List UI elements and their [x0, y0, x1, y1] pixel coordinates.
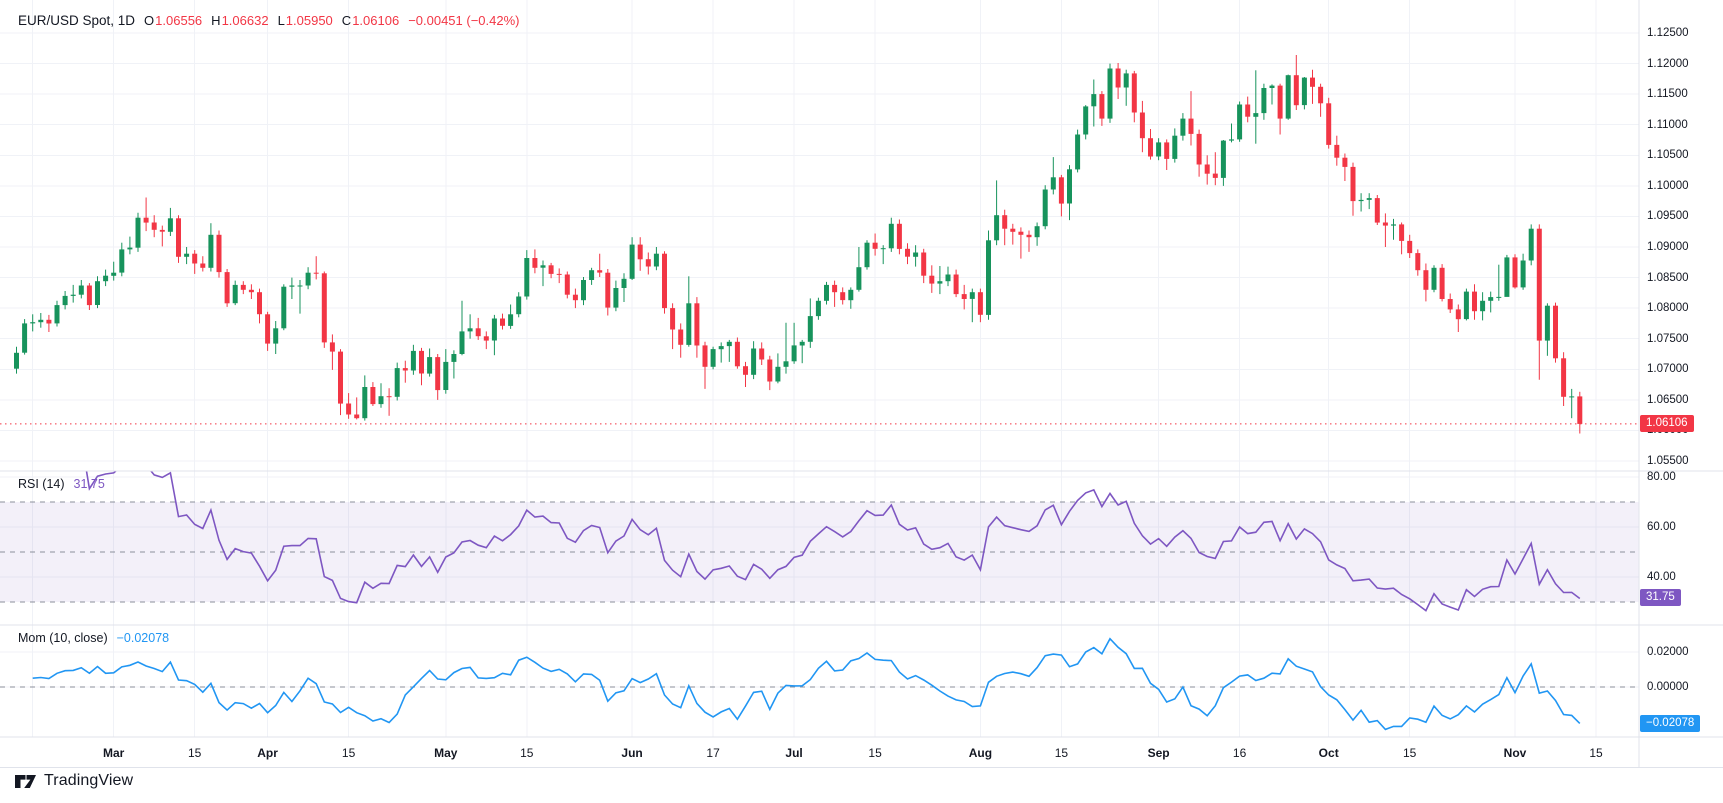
- time-axis-label: Aug: [968, 746, 993, 760]
- grid-lines: [0, 0, 1639, 737]
- main-legend: EUR/USD Spot, 1D O1.06556 H1.06632 L1.05…: [18, 13, 520, 28]
- rsi-value-badge: 31.75: [1640, 589, 1681, 607]
- time-axis-label: 17: [706, 746, 720, 760]
- footer: TradingView: [14, 772, 133, 790]
- mom-value: −0.02078: [116, 631, 170, 645]
- momentum-line: [32, 637, 1581, 731]
- mom-title[interactable]: Mom (10, close): [18, 631, 108, 645]
- brand-name[interactable]: TradingView: [44, 772, 134, 789]
- time-axis-label: Oct: [1318, 746, 1339, 760]
- time-axis-label: Sep: [1147, 746, 1170, 760]
- symbol-title[interactable]: EUR/USD Spot, 1D: [18, 13, 136, 28]
- ohlc-close: C1.06106: [341, 13, 400, 28]
- candlestick-series: [14, 55, 1583, 434]
- time-axis-label: 15: [341, 746, 356, 760]
- indicator-level-lines: [0, 501, 1639, 688]
- mom-legend: Mom (10, close) −0.02078: [18, 631, 169, 645]
- time-axis-label: 15: [1589, 746, 1603, 760]
- ohlc-high: H1.06632: [211, 13, 269, 28]
- tradingview-logo-icon[interactable]: [14, 774, 37, 789]
- time-axis-label: Apr: [257, 746, 278, 760]
- mom-value-badge: −0.02078: [1640, 714, 1701, 732]
- time-axis-label: May: [434, 746, 458, 760]
- rsi-legend: RSI (14) 31.75: [18, 477, 105, 491]
- last-price-badge: 1.06106: [1640, 415, 1694, 433]
- rsi-value: 31.75: [73, 477, 105, 491]
- time-axis-label: 15: [188, 746, 202, 760]
- ohlc-low: L1.05950: [277, 13, 333, 28]
- time-axis-label: 15: [1054, 746, 1069, 760]
- pane-separators: [0, 0, 1723, 768]
- time-axis-label: Nov: [1503, 746, 1527, 760]
- time-axis-label: 16: [1232, 746, 1247, 760]
- time-axis-label: 15: [868, 746, 882, 760]
- time-scale[interactable]: Mar 15 Apr 15 May 15 Jun 17 Jul 15 Aug 15 Sep 16 Oct 15…: [0, 745, 1723, 767]
- price-chart-canvas[interactable]: [0, 0, 1723, 768]
- time-axis-label: Mar: [103, 746, 125, 760]
- change-value: −0.00451 (−0.42%): [408, 13, 520, 28]
- rsi-line: [85, 471, 1581, 612]
- ohlc-open: O1.06556: [144, 13, 203, 28]
- time-axis-label: 15: [1403, 746, 1417, 760]
- time-axis-label: Jul: [785, 746, 803, 760]
- rsi-title[interactable]: RSI (14): [18, 477, 65, 491]
- time-axis-label: 15: [520, 746, 534, 760]
- time-axis-label: Jun: [621, 746, 643, 760]
